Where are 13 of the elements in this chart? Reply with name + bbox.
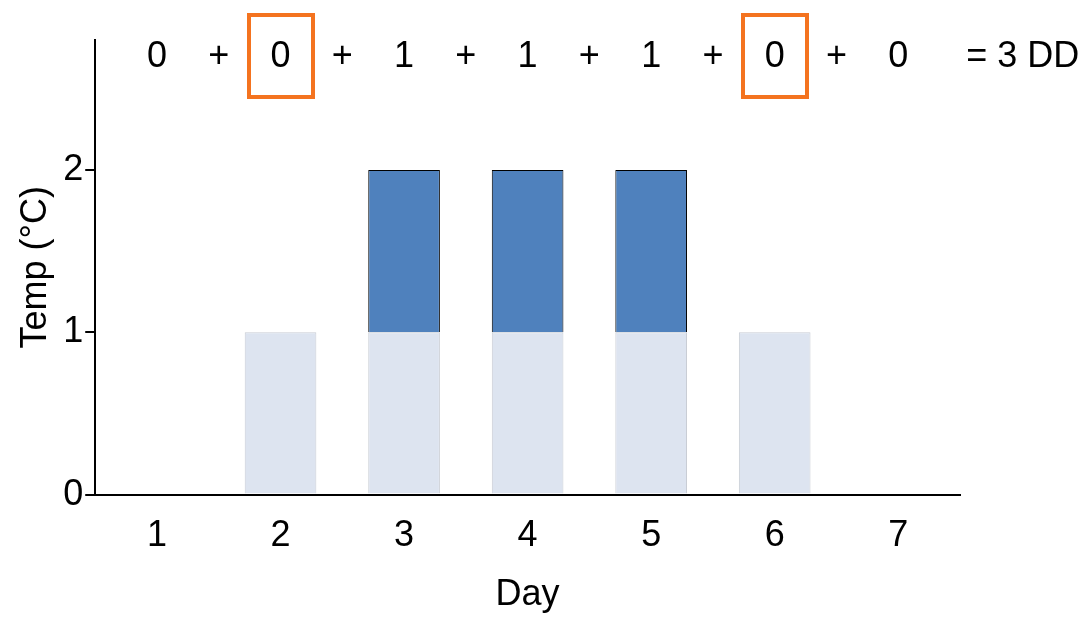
x-tick-label: 4 [517,513,538,555]
y-tick-label: 0 [63,471,84,513]
x-axis-title: Day [495,572,560,614]
x-tick-label: 2 [270,513,291,555]
y-tick-label: 2 [63,146,84,188]
x-tick-label: 6 [764,513,785,555]
x-tick-label: 7 [888,513,909,555]
text: 0 + 0 + 1 + 1 + 1 + 0 + 0 = 3 DD [146,33,1080,75]
x-tick-label: 1 [146,513,168,555]
y-tick-label: 1 [63,309,84,351]
x-tick-label: 5 [641,513,662,555]
x-tick-label: 3 [394,513,415,555]
y-axis-title: Temp (°C) [12,186,54,349]
